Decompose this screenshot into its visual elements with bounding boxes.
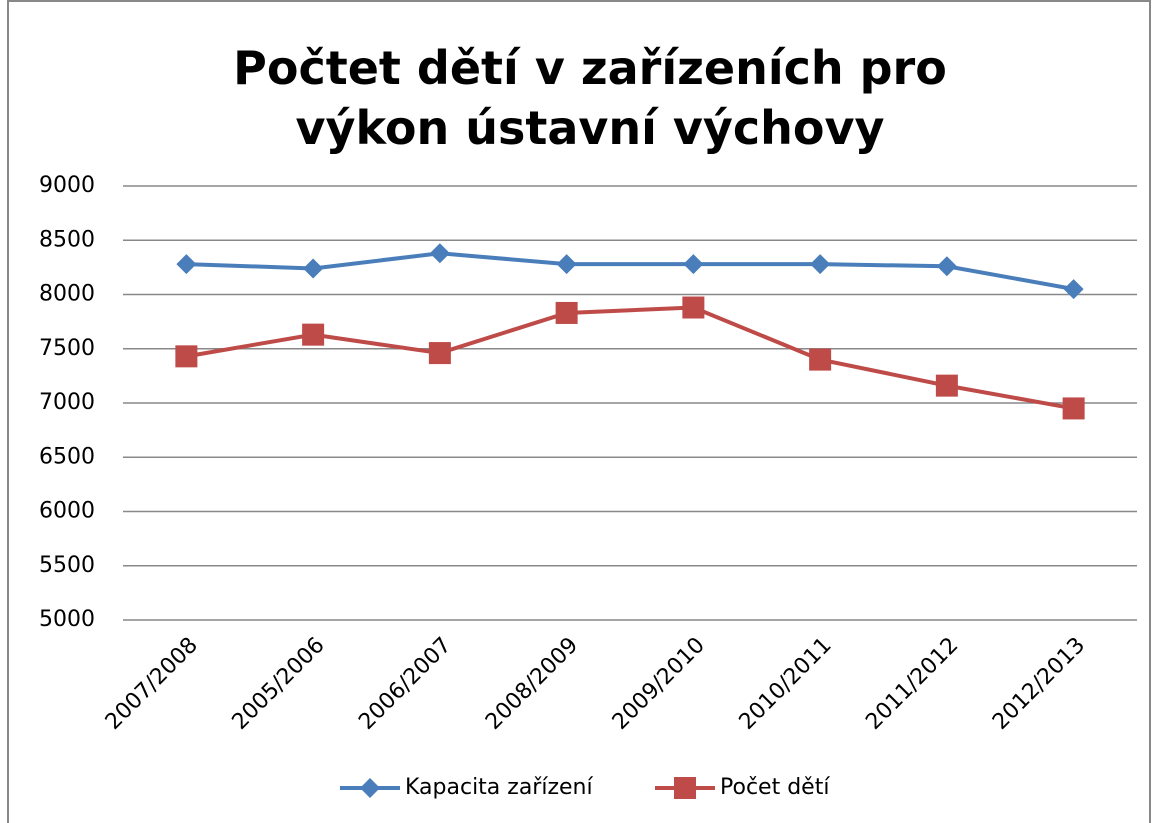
chart-title: Počtet dětí v zařízeních pro výkon ústav… [233,41,947,155]
series-line [186,251,1074,292]
y-tick-label: 8500 [39,227,95,252]
legend-label: Počet dětí [720,775,830,800]
x-tick-label: 2011/2012 [861,633,963,735]
marker [555,301,578,324]
x-tick-label: 2012/2013 [988,633,1090,735]
marker [428,342,451,365]
marker [1063,279,1084,300]
marker [302,323,325,346]
x-tick-label: 2009/2010 [608,633,710,735]
marker [683,254,704,275]
y-tick-label: 7000 [39,390,95,415]
marker [1062,397,1085,420]
y-tick-label: 6000 [39,499,95,524]
x-tick-label: 2008/2009 [481,633,583,735]
y-tick-label: 9000 [39,173,95,198]
marker [936,256,957,277]
y-tick-label: 7500 [39,336,95,361]
chart-border [7,0,1151,823]
x-tick-label: 2010/2011 [735,633,837,735]
legend-marker [674,777,696,799]
marker [556,254,577,275]
marker [809,348,832,371]
y-tick-label: 5000 [39,607,95,632]
y-tick-label: 6500 [39,444,95,469]
marker [810,254,831,275]
y-tick-label: 8000 [39,282,95,307]
x-tick-label: 2006/2007 [354,633,456,735]
marker [935,374,958,397]
x-tick-label: 2007/2008 [101,633,203,735]
series-line [186,305,1074,411]
legend-marker [360,778,380,798]
y-tick-label: 5500 [39,553,95,578]
marker [682,296,705,319]
legend-label: Kapacita zařízení [405,775,593,800]
marker [176,254,197,275]
x-tick-label: 2005/2006 [228,633,330,735]
marker [175,345,198,368]
marker [429,243,450,264]
marker [303,258,324,279]
